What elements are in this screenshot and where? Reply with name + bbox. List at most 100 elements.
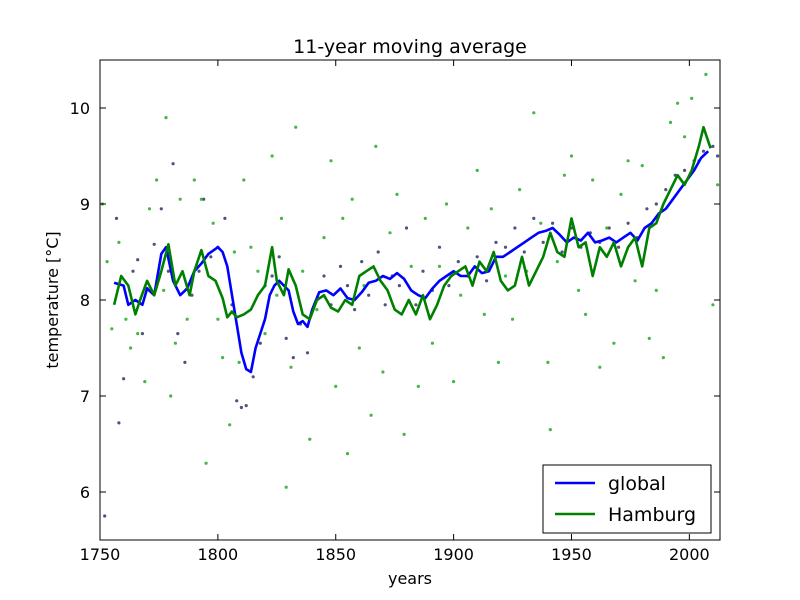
scatter-point [532,111,536,115]
scatter-point [315,308,319,312]
scatter-point [216,317,220,321]
scatter-point [539,221,543,225]
scatter-point [633,279,637,283]
scatter-point [661,356,666,360]
scatter-point [546,360,550,364]
scatter-point [522,250,526,254]
scatter-point [496,360,500,364]
scatter-point [242,178,246,182]
scatter-point [423,216,427,220]
legend-label-global: global [608,473,666,495]
scatter-point [716,154,720,158]
scatter-point [447,284,451,288]
scatter-point [421,269,425,273]
scatter-point [228,423,232,427]
scatter-point [475,255,479,259]
scatter-point [294,125,298,129]
scatter-point [518,188,522,192]
x-axis: 1750 1800 1850 1900 1950 2000 [80,60,710,564]
scatter-point [289,365,293,369]
scatter-point [353,308,357,312]
series-line-global [113,150,710,374]
scatter-point [129,346,133,350]
scatter-point [647,336,651,340]
scatter-point [322,274,326,278]
scatter-point [256,269,260,273]
scatter-point [475,168,479,172]
scatter-point [388,231,392,235]
scatter-point [284,485,288,489]
legend-label-hamburg: Hamburg [608,504,696,526]
y-tick-label: 6 [80,483,90,502]
scatter-point [456,260,460,264]
scatter-point [103,514,107,518]
scatter-point [414,303,418,307]
scatter-point [270,154,274,158]
scatter-point [173,341,177,345]
scatter-point [277,255,281,259]
scatter-point [232,250,236,254]
scatter-point [510,317,515,321]
scatter-point [329,159,333,163]
scatter-point [607,226,611,230]
y-tick-label: 10 [70,99,90,118]
scatter-point [190,293,194,297]
scatter-point [251,375,255,379]
x-axis-label: years [388,569,432,588]
scatter-point [341,216,345,220]
scatter-point [551,221,555,225]
scatter-point [110,327,114,331]
scatter-point [155,178,159,182]
scatter-point [376,250,380,254]
scatter-point [239,405,243,410]
scatter-point [322,236,326,240]
scatter-point [645,207,649,211]
scatter-point [117,421,121,425]
scatter-point [690,96,694,100]
scatter-point [704,72,708,76]
scatter-point [716,183,720,187]
scatter-point [383,303,387,307]
scatter-point [143,380,147,384]
scatter-point [503,274,508,278]
scatter-point [683,168,687,172]
scatter-point [235,399,239,403]
scatter-point [131,269,135,273]
scatter-point [350,197,354,201]
scatter-point [105,260,109,264]
scatter-point [159,207,163,211]
scatter-point [275,293,279,297]
scatter-point [270,274,274,278]
scatter-point [584,312,588,316]
x-tick-label: 1950 [551,545,592,564]
scatter-point [338,264,343,268]
scatter-point [199,197,203,201]
scatter-point [591,178,595,182]
y-tick-label: 8 [80,291,90,310]
scatter-point [136,258,140,262]
scatter-point [249,245,253,249]
chart-title: 11-year moving average [293,36,527,58]
scatter-point [136,332,140,336]
scatter-point [548,428,552,432]
scatter-point [197,269,201,273]
scatter-point [485,279,489,283]
scatter-point [532,216,536,220]
scatter-point [617,245,621,249]
scatter-point [395,192,399,196]
scatter-point [562,173,567,177]
scatter-point [541,240,545,244]
scatter-point [409,264,413,268]
scatter-point [308,437,312,441]
scatter-point [452,380,456,384]
scatter-point [711,303,715,307]
scatter-point [162,288,166,292]
y-axis-label: temperature [°C] [43,231,62,368]
scatter-point [626,159,630,163]
y-tick-label: 7 [80,387,90,406]
scatter-point [237,360,241,364]
scatter-point [211,221,215,225]
scatter-point [654,288,658,292]
